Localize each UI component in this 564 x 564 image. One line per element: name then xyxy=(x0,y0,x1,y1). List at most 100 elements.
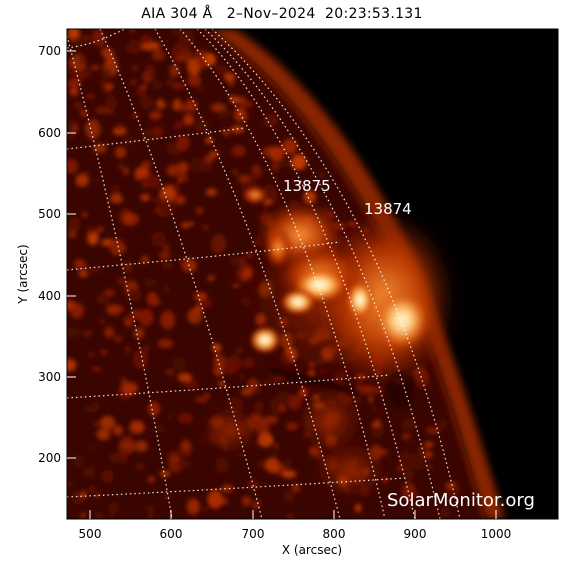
y-tick-label: 600 xyxy=(38,126,61,140)
network-patch xyxy=(401,470,415,480)
network-patch xyxy=(149,110,162,121)
network-patch xyxy=(218,381,225,387)
network-patch xyxy=(80,513,86,518)
network-patch xyxy=(100,415,115,430)
network-patch xyxy=(398,450,415,472)
network-patch xyxy=(114,146,127,159)
heliographic-grid xyxy=(67,29,461,519)
network-patch xyxy=(213,353,226,368)
network-patch xyxy=(417,443,429,457)
network-patch xyxy=(95,106,109,115)
network-patch xyxy=(156,196,173,215)
network-patch xyxy=(152,80,163,91)
network-patch xyxy=(274,444,278,448)
network-patch xyxy=(78,55,87,64)
x-tick-label: 500 xyxy=(79,527,102,541)
network-patch xyxy=(180,222,190,229)
network-patch xyxy=(109,511,115,518)
network-patch xyxy=(153,198,158,202)
network-patch xyxy=(118,164,123,169)
network-patch xyxy=(129,309,143,320)
solar-image: 13875 13874 SolarMonitor.org xyxy=(67,29,558,519)
network-patch xyxy=(75,173,89,187)
network-patch xyxy=(245,117,250,123)
network-patch xyxy=(221,484,234,493)
network-patch xyxy=(183,113,195,126)
network-patch xyxy=(263,113,278,128)
network-patch xyxy=(224,72,236,82)
network-patch xyxy=(98,80,108,86)
network-patch xyxy=(151,49,165,61)
network-patch xyxy=(410,440,416,445)
network-patch xyxy=(84,169,92,175)
network-patch xyxy=(231,145,247,158)
network-patch xyxy=(141,256,149,263)
network-patch xyxy=(106,304,122,316)
network-patch xyxy=(133,349,149,369)
network-patch xyxy=(93,421,100,427)
network-patch xyxy=(162,494,172,500)
network-patch xyxy=(105,95,118,111)
network-patch xyxy=(270,160,281,173)
network-patch xyxy=(215,65,229,75)
network-patch xyxy=(68,216,81,232)
network-patch xyxy=(67,326,81,338)
network-patch xyxy=(140,35,153,44)
network-patch xyxy=(218,148,224,152)
network-patch xyxy=(204,393,210,398)
network-patch xyxy=(134,166,150,179)
network-patch xyxy=(69,136,74,141)
network-patch xyxy=(428,464,432,469)
network-patch xyxy=(237,96,247,105)
network-patch xyxy=(436,418,448,430)
network-patch xyxy=(122,382,138,395)
network-patch xyxy=(67,358,77,372)
network-patch xyxy=(171,163,181,175)
network-patch xyxy=(140,193,151,202)
network-patch xyxy=(131,66,138,70)
network-patch xyxy=(165,368,175,376)
network-patch xyxy=(318,171,326,179)
network-patch xyxy=(283,458,292,467)
network-patch xyxy=(113,425,123,436)
network-patch xyxy=(401,417,417,431)
y-tick-label: 700 xyxy=(38,44,61,58)
network-patch xyxy=(184,380,199,389)
network-patch xyxy=(228,80,234,87)
network-patch xyxy=(195,396,209,403)
network-patch xyxy=(117,227,124,232)
network-patch xyxy=(205,188,218,197)
network-patch xyxy=(164,79,176,86)
network-patch xyxy=(147,401,161,417)
network-patch xyxy=(172,356,187,371)
network-patch xyxy=(176,135,190,151)
network-patch xyxy=(121,377,127,385)
network-patch xyxy=(136,85,147,97)
network-patch xyxy=(146,73,153,78)
network-patch xyxy=(272,450,278,457)
network-patch xyxy=(263,435,269,441)
network-patch xyxy=(96,227,105,232)
network-patch xyxy=(232,169,238,175)
network-patch xyxy=(72,125,78,132)
plot-frame xyxy=(66,28,559,520)
network-patch xyxy=(247,378,259,391)
network-patch xyxy=(162,285,171,294)
network-patch xyxy=(135,440,148,452)
network-patch xyxy=(215,457,229,473)
y-tick-label: 300 xyxy=(38,370,61,384)
network-patch xyxy=(67,158,78,174)
x-axis-title: X (arcsec) xyxy=(282,543,342,557)
network-patch xyxy=(91,65,100,70)
network-patch xyxy=(100,469,115,483)
network-patch xyxy=(99,319,105,324)
network-patch xyxy=(178,29,195,49)
x-tick-label: 1000 xyxy=(481,527,512,541)
network-patch xyxy=(177,104,190,112)
network-patch xyxy=(86,226,97,234)
network-patch xyxy=(205,136,213,145)
network-patch xyxy=(184,260,197,273)
x-tick-label: 900 xyxy=(404,527,427,541)
network-patch xyxy=(86,351,97,358)
